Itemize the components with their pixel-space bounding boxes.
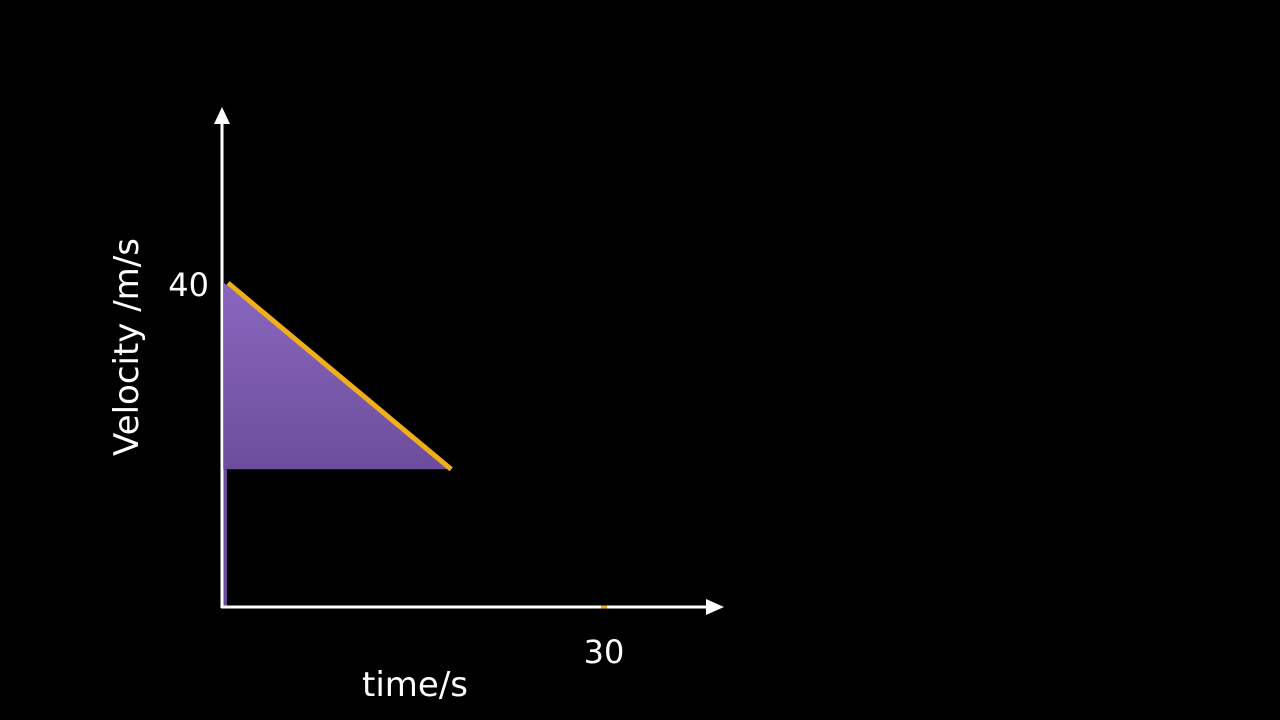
velocity-line (226, 281, 453, 472)
x-axis-label: time/s (362, 665, 468, 705)
y-tick-label-40: 40 (168, 266, 209, 304)
x-tick-label-30: 30 (584, 633, 625, 671)
fill-strip (223, 469, 227, 607)
y-axis-label: Velocity /m/s (107, 238, 147, 456)
y-axis-arrowhead (214, 107, 230, 124)
x-axis-arrowhead (706, 599, 724, 615)
